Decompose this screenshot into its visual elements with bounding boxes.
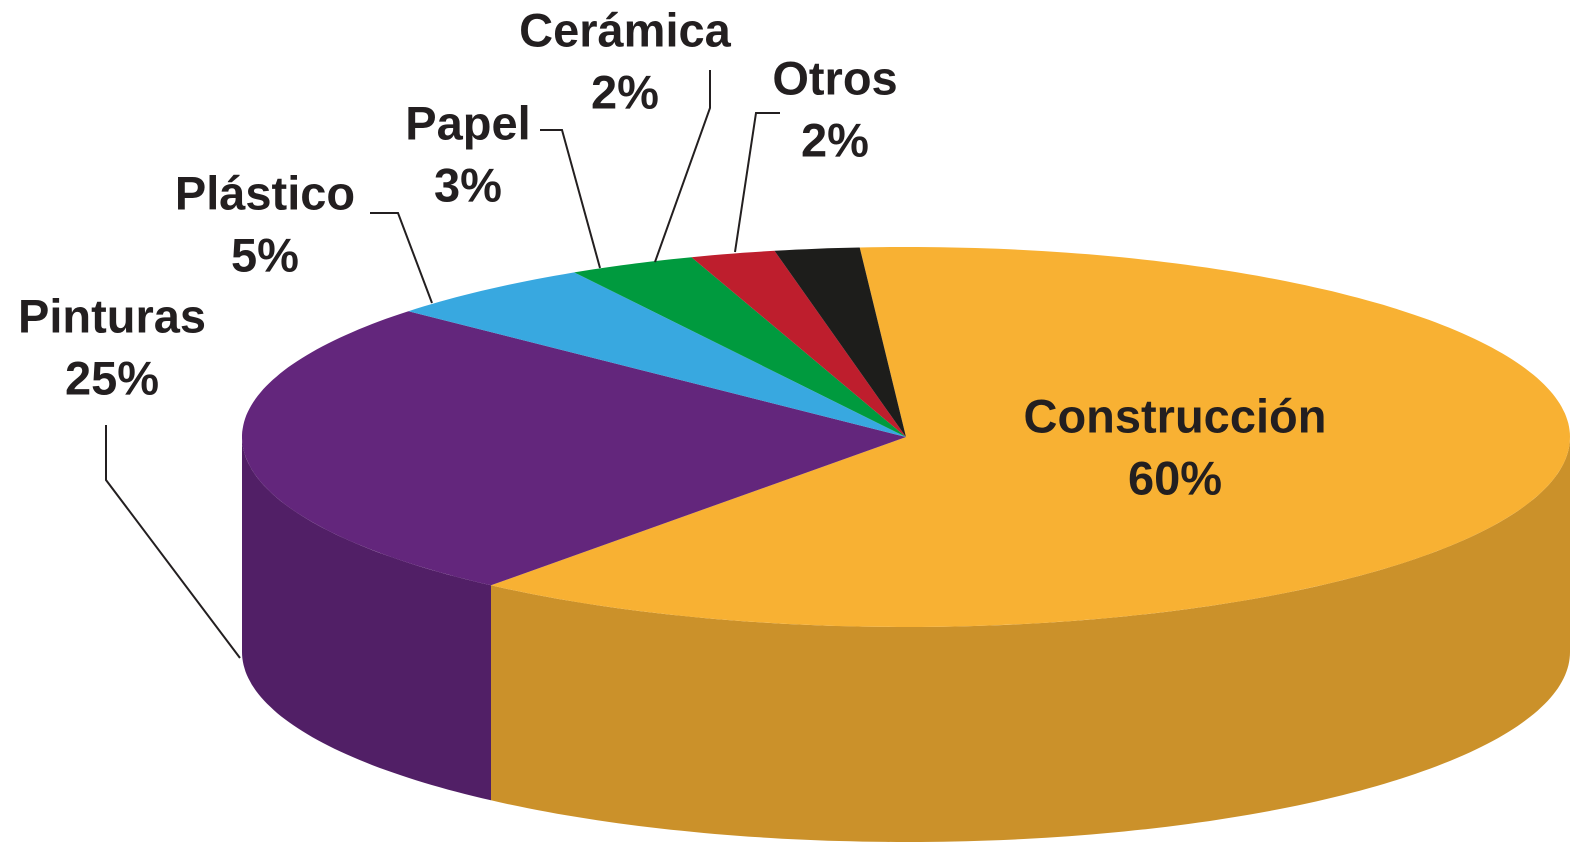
- slice-side: [491, 437, 1570, 842]
- slice-side: [242, 437, 491, 801]
- slice: [408, 272, 906, 437]
- slice-value-label: 3%: [434, 158, 502, 211]
- slice-value-label: 2%: [801, 113, 869, 166]
- leader-line: [654, 70, 711, 263]
- slice-label: Pinturas: [18, 289, 206, 342]
- slice-label: Cerámica: [519, 3, 731, 56]
- slice: [574, 257, 906, 437]
- labels: Construcción 60% Pinturas 25% Plástico 5% Pape…: [18, 3, 1326, 504]
- slice-value-label: 60%: [1128, 451, 1222, 504]
- slice-value-label: 5%: [231, 228, 299, 281]
- slice-value-label: 25%: [65, 351, 159, 404]
- slice: [691, 250, 906, 437]
- slice: [491, 247, 1570, 627]
- leader-line: [370, 212, 433, 304]
- pie-sides: [242, 437, 1570, 842]
- leader-line: [105, 425, 241, 659]
- slice-label: Otros: [772, 51, 897, 104]
- slice: [242, 311, 906, 586]
- leader-line: [540, 129, 601, 269]
- pie-tops: [242, 247, 1570, 627]
- slice-label: Construcción: [1024, 389, 1327, 442]
- slice-value-label: 2%: [591, 65, 659, 118]
- slice-label: Papel: [405, 96, 530, 149]
- slice: [774, 247, 906, 437]
- slice-label: Plástico: [175, 166, 355, 219]
- leader-lines: [105, 70, 780, 659]
- leader-line: [734, 112, 780, 253]
